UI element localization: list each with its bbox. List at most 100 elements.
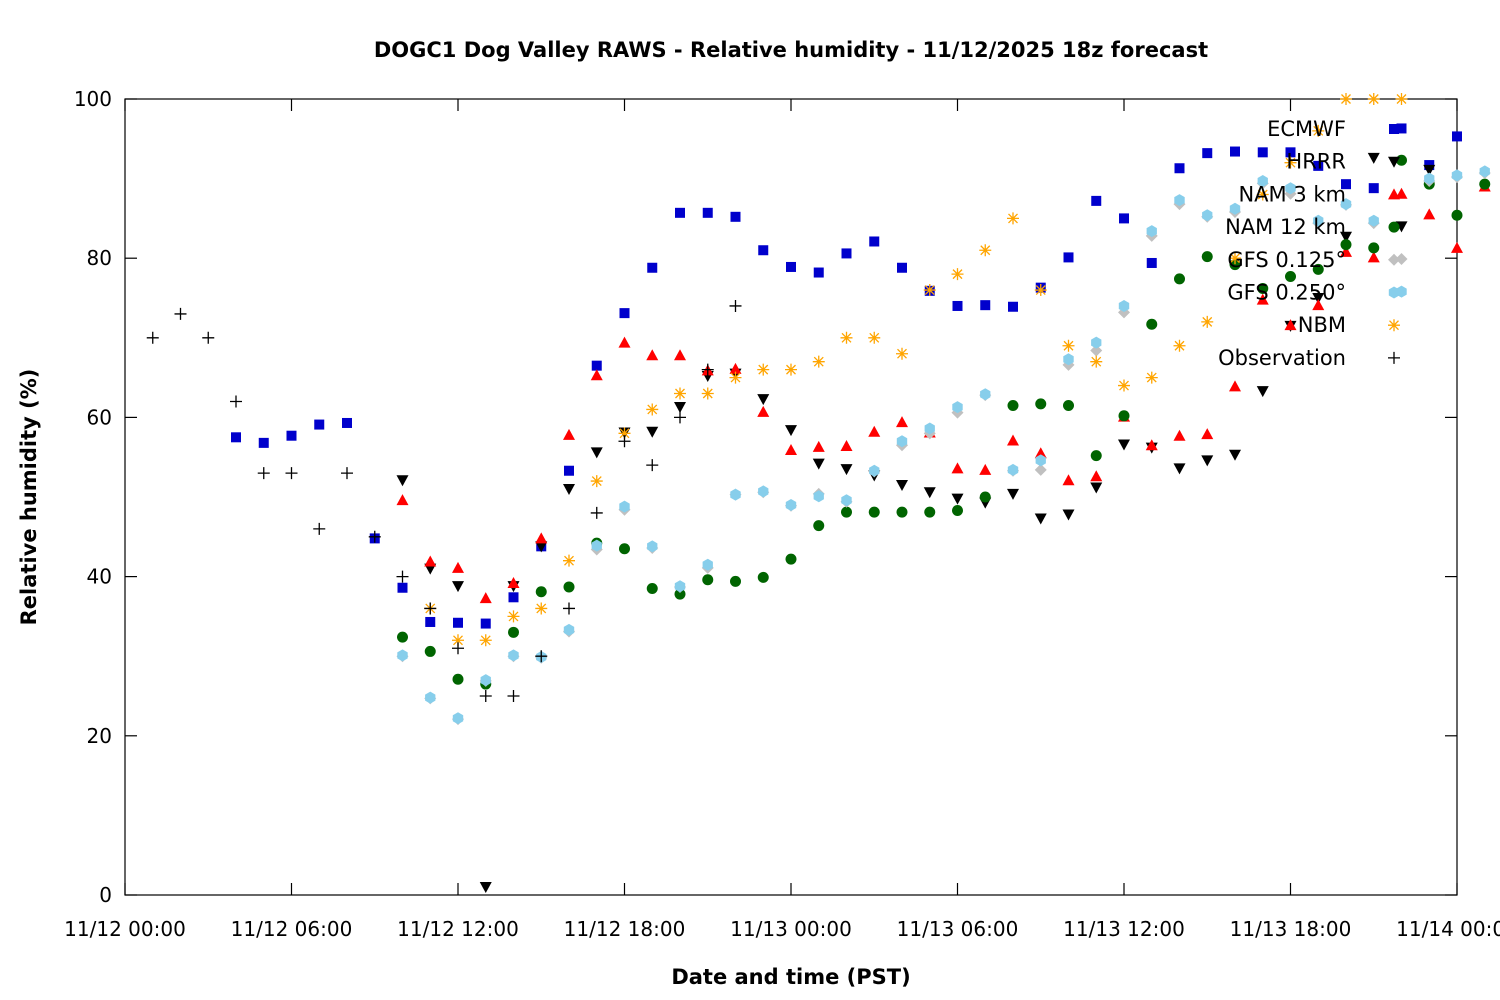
point-nam-3-km: [1312, 299, 1325, 311]
point-nam-12-km: [813, 520, 825, 532]
point-observation: [646, 459, 659, 472]
point-nam-12-km: [424, 645, 436, 657]
point-gfs-0-250: [1035, 454, 1046, 467]
point-nam-12-km: [1007, 399, 1019, 411]
point-ecmwf: [258, 437, 269, 448]
point-nam-12-km: [1201, 251, 1213, 263]
point-nam-12-km: [1174, 273, 1185, 285]
x-tick-label: 11/13 18:00: [1230, 917, 1352, 941]
x-tick-label: 11/14 00:00: [1396, 917, 1500, 941]
point-hrrr: [1062, 509, 1075, 521]
point-gfs-0-250: [1451, 169, 1463, 182]
point-gfs-0-250: [758, 485, 769, 498]
point-ecmwf: [813, 267, 824, 278]
point-observation: [729, 299, 742, 312]
point-nam-3-km: [452, 561, 464, 573]
x-tick-label: 11/12 18:00: [564, 917, 686, 941]
point-hrrr: [674, 402, 686, 414]
point-hrrr: [1229, 449, 1241, 461]
point-nam-3-km: [674, 349, 686, 361]
point-nam-3-km: [1090, 470, 1103, 482]
point-nbm: [951, 268, 964, 281]
point-observation: [563, 602, 575, 615]
point-nbm: [674, 387, 686, 400]
point-nbm: [1201, 315, 1214, 328]
point-gfs-0-250: [785, 499, 797, 511]
point-nbm: [1062, 339, 1075, 352]
legend-label-ecmwf: ECMWF: [1267, 117, 1346, 141]
point-nam-3-km: [1340, 245, 1352, 257]
point-gfs-0-250: [452, 712, 464, 725]
x-tick-label: 11/13 06:00: [897, 917, 1019, 941]
point-ecmwf: [647, 262, 658, 273]
point-nam-3-km: [590, 369, 603, 381]
point-nam-3-km: [1229, 380, 1241, 392]
point-gfs-0-250: [841, 494, 852, 507]
point-nam-12-km: [1312, 263, 1324, 275]
point-nam-12-km: [646, 583, 658, 595]
point-nam-12-km: [1451, 209, 1463, 221]
series-gfs-0-250: [397, 165, 1490, 725]
point-nam-12-km: [619, 543, 630, 555]
point-nam-12-km: [702, 574, 714, 586]
point-gfs-0-250: [1340, 198, 1352, 211]
legend-marker-gfs-0-250: [1388, 286, 1400, 299]
point-gfs-0-250: [619, 500, 630, 513]
point-gfs-0-250: [397, 649, 408, 662]
point-nam-3-km: [1034, 447, 1047, 459]
point-nam-3-km: [729, 362, 742, 374]
point-ecmwf: [1230, 146, 1240, 157]
point-nbm: [452, 634, 464, 647]
point-ecmwf: [1285, 147, 1296, 158]
point-gfs-0-250: [1007, 463, 1019, 476]
point-nam-12-km: [1479, 178, 1491, 190]
x-tick-label: 11/12 12:00: [397, 917, 519, 941]
point-nbm: [507, 610, 520, 623]
point-hrrr: [1007, 488, 1019, 500]
point-hrrr: [1340, 231, 1352, 243]
point-hrrr: [1256, 386, 1269, 398]
point-observation: [396, 570, 409, 583]
point-hrrr: [535, 541, 548, 553]
point-observation: [368, 530, 381, 543]
point-hrrr: [1034, 513, 1047, 525]
point-nam-3-km: [1145, 439, 1158, 451]
point-ecmwf: [675, 207, 685, 218]
point-nbm: [646, 403, 659, 416]
point-gfs-0-125: [1395, 252, 1408, 265]
point-ecmwf: [1396, 123, 1407, 134]
point-nam-12-km: [924, 506, 936, 518]
point-nbm: [535, 602, 548, 615]
point-gfs-0-250: [563, 623, 575, 636]
point-ecmwf: [897, 262, 907, 273]
point-nam-12-km: [896, 506, 908, 518]
point-gfs-0-250: [1479, 165, 1490, 178]
y-tick-label: 100: [74, 87, 112, 111]
point-nam-12-km: [1118, 410, 1130, 422]
point-nam-3-km: [757, 405, 770, 417]
point-ecmwf: [1063, 252, 1074, 263]
legend-marker-ecmwf: [1389, 124, 1399, 134]
point-nam-12-km: [730, 575, 741, 587]
point-nbm: [701, 387, 714, 400]
point-ecmwf: [1257, 147, 1268, 158]
legend-label-observation: Observation: [1218, 346, 1346, 370]
point-gfs-0-250: [1257, 175, 1268, 187]
point-ecmwf: [952, 300, 963, 311]
point-nbm: [729, 371, 742, 384]
point-ecmwf: [1368, 183, 1379, 194]
point-hrrr: [923, 487, 936, 499]
point-nam-3-km: [646, 349, 659, 361]
y-tick-label: 0: [99, 883, 112, 907]
point-observation: [285, 467, 298, 480]
point-observation: [146, 331, 159, 344]
point-nbm: [1256, 188, 1269, 201]
y-axis-label: Relative humidity (%): [17, 369, 41, 626]
point-nbm: [1118, 379, 1130, 392]
point-nam-3-km: [1284, 319, 1297, 331]
point-gfs-0-250: [1174, 194, 1185, 207]
point-ecmwf: [286, 430, 297, 441]
point-nam-3-km: [812, 440, 825, 452]
point-nam-12-km: [674, 588, 686, 600]
point-ecmwf: [786, 261, 796, 272]
